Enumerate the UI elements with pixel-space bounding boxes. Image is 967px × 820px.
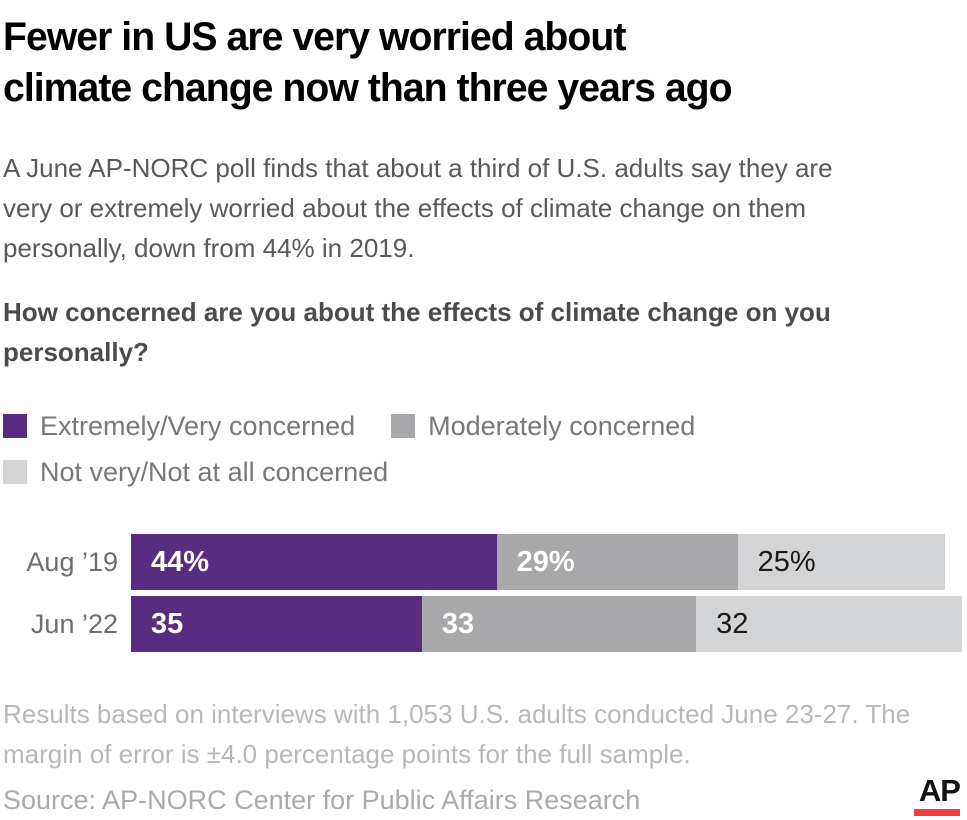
legend-swatch-purple — [3, 414, 27, 438]
bar-value-label: 44% — [151, 546, 210, 578]
bar-segment: 25% — [737, 534, 946, 590]
methodology-note: Results based on interviews with 1,053 U… — [3, 699, 911, 769]
legend-item-extremely-very: Extremely/Very concerned — [3, 412, 355, 440]
legend-label: Not very/Not at all concerned — [40, 457, 389, 487]
source-row: Source: AP-NORC Center for Public Affair… — [3, 773, 962, 820]
subtitle: A June AP-NORC poll finds that about a t… — [3, 153, 833, 263]
bar-segment: 29% — [496, 534, 738, 590]
bar-segment: 32 — [696, 596, 962, 652]
legend-label: Extremely/Very concerned — [40, 411, 356, 441]
legend-item-moderately: Moderately concerned — [391, 412, 695, 440]
bar-value-label: 32 — [716, 608, 749, 640]
ap-logo-text: AP — [918, 773, 961, 808]
legend: Extremely/Very concerned Moderately conc… — [3, 412, 803, 486]
bar-track: 35 33 32 — [131, 596, 962, 652]
bar-segment: 44% — [131, 534, 497, 590]
category-label: Aug ’19 — [26, 547, 118, 577]
stacked-bar-chart: Aug ’19 44% 29% 25% Jun ’22 35 33 32 — [3, 534, 962, 652]
bar-value-label: 33 — [441, 608, 475, 640]
bar-row: Jun ’22 35 33 32 — [3, 596, 962, 652]
bar-value-label: 35 — [151, 608, 184, 640]
bar-rows: Aug ’19 44% 29% 25% Jun ’22 35 33 32 — [3, 534, 962, 652]
chart-question: How concerned are you about the effects … — [3, 297, 831, 367]
bar-row: Aug ’19 44% 29% 25% — [3, 534, 962, 590]
legend-swatch-gray — [391, 414, 416, 438]
category-label: Jun ’22 — [30, 609, 118, 639]
bar-track: 44% 29% 25% — [131, 534, 962, 590]
legend-item-not-very: Not very/Not at all concerned — [3, 458, 388, 486]
source-credit: Source: AP-NORC Center for Public Affair… — [3, 785, 641, 815]
bar-segment: 33 — [421, 596, 697, 652]
bar-value-label: 25% — [757, 546, 816, 578]
page-title: Fewer in US are very worried about clima… — [3, 15, 733, 110]
bar-segment: 35 — [131, 596, 422, 652]
ap-logo-red-bar — [914, 809, 960, 816]
ap-logo: AP — [914, 773, 961, 820]
legend-swatch-light-gray — [3, 460, 27, 484]
legend-label: Moderately concerned — [428, 411, 696, 441]
bar-value-label: 29% — [516, 546, 575, 578]
